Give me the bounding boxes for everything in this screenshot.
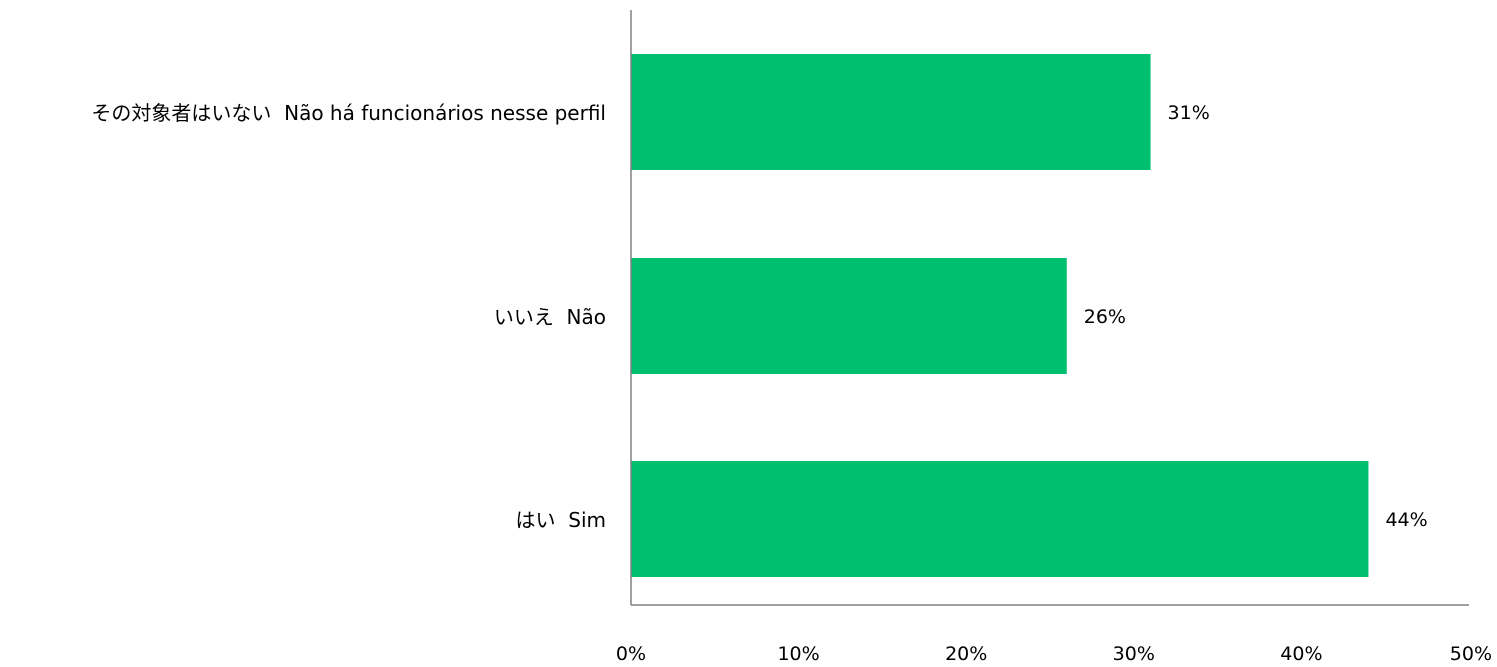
x-tick-label-4: 40% bbox=[1280, 643, 1322, 665]
x-tick-label-2: 20% bbox=[945, 643, 987, 665]
bars-layer: 31% 26% 44% bbox=[631, 54, 1428, 577]
category-label-2: はい Sim bbox=[516, 508, 606, 532]
x-tick-label-1: 10% bbox=[777, 643, 819, 665]
data-label-0: 31% bbox=[1168, 102, 1210, 124]
category-label-1: いいえ Não bbox=[494, 305, 606, 329]
x-tick-label-5: 50% bbox=[1450, 643, 1492, 665]
x-tick-labels: 0% 10% 20% 30% 40% 50% bbox=[616, 643, 1492, 665]
data-label-1: 26% bbox=[1084, 306, 1126, 328]
data-label-2: 44% bbox=[1385, 509, 1427, 531]
x-tick-label-0: 0% bbox=[616, 643, 646, 665]
x-tick-label-3: 30% bbox=[1113, 643, 1155, 665]
category-labels: その対象者はいない Não há funcionários nesse perf… bbox=[91, 101, 606, 532]
bar-2 bbox=[631, 461, 1369, 577]
bar-1 bbox=[631, 258, 1067, 374]
category-label-0: その対象者はいない Não há funcionários nesse perf… bbox=[91, 101, 606, 125]
bar-0 bbox=[631, 54, 1151, 170]
